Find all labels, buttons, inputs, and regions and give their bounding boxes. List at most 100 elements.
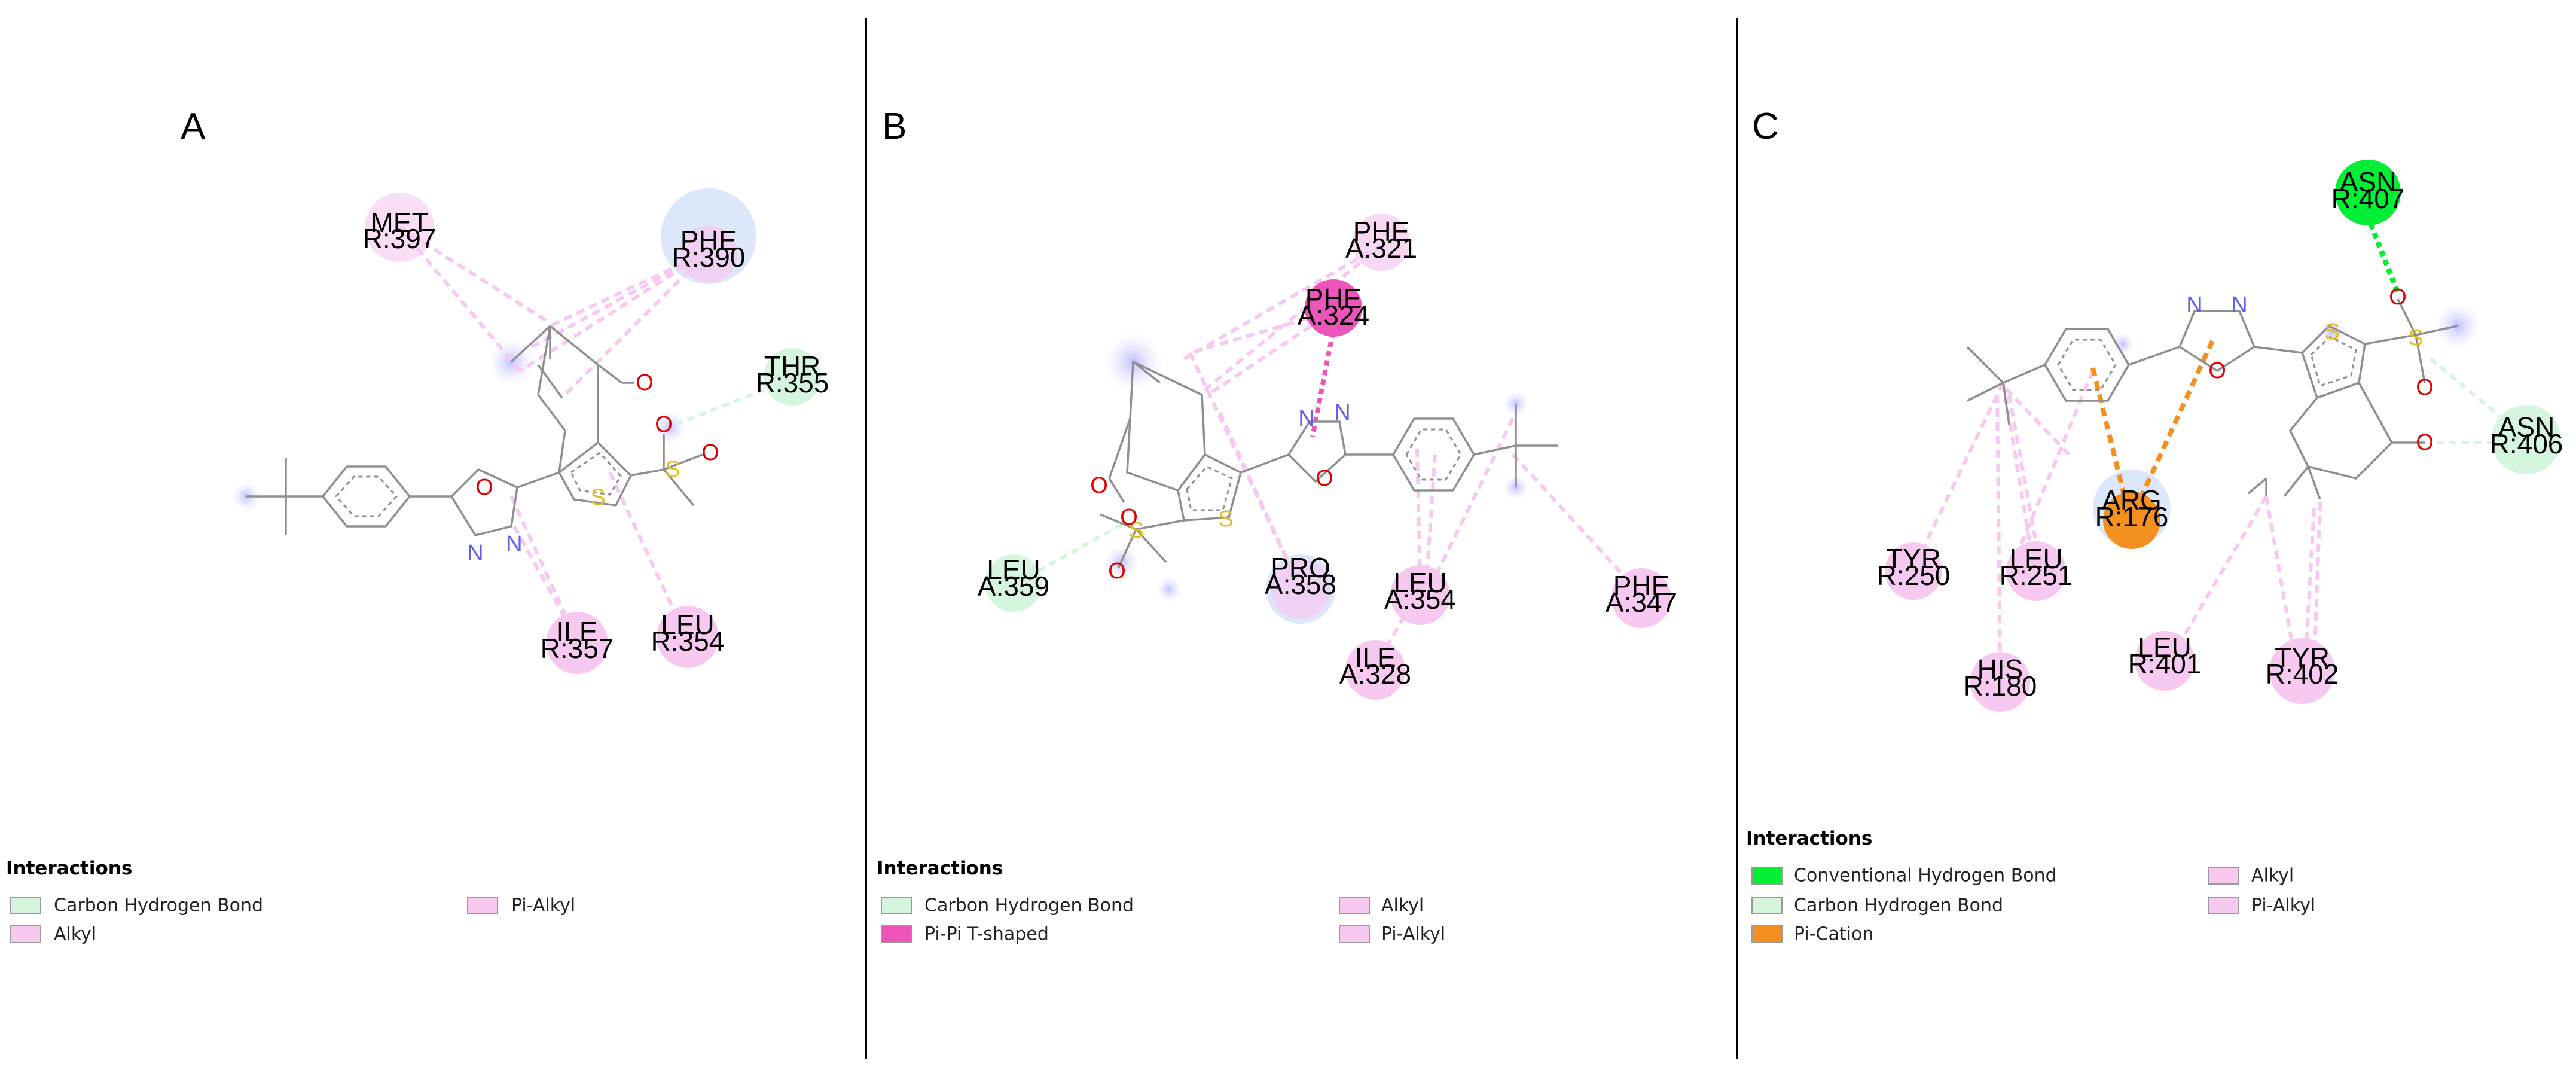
svg-text:R:407: R:407 (2331, 183, 2405, 214)
alkyl-interaction-line (608, 471, 686, 635)
alkyl-interaction-line (512, 525, 579, 641)
alkyl-interaction-line (1207, 309, 1335, 397)
residue-asn-407: ASN R:407 (2331, 160, 2405, 225)
svg-text:LEU: LEU (661, 609, 714, 640)
svg-text:A:347: A:347 (1606, 587, 1677, 618)
svg-text:PRO: PRO (1271, 552, 1330, 583)
svg-text:PHE: PHE (680, 225, 737, 256)
svg-text:THR: THR (764, 350, 821, 382)
carbon-h-bond-line (1015, 522, 1125, 585)
atom-o: O (475, 475, 493, 500)
pi-alkyl-interaction-line (531, 249, 710, 349)
svg-text:ASN: ASN (2498, 411, 2555, 443)
ligand-a (246, 325, 703, 537)
panel-b: B (877, 106, 1677, 945)
legend-title: Interactions (6, 858, 132, 879)
residue-ile-357: ILE R:357 (541, 612, 614, 674)
residue-thr-355: THR R:355 (756, 348, 829, 406)
svg-text:Pi-Alkyl: Pi-Alkyl (511, 895, 575, 916)
legend-item-pi-alkyl: Pi-Alkyl (467, 895, 575, 916)
legend-item-pi-pi-t-shaped: Pi-Pi T-shaped (881, 924, 1049, 945)
svg-text:R:406: R:406 (2490, 428, 2563, 459)
svg-text:PHE: PHE (1613, 570, 1670, 601)
svg-text:R:397: R:397 (363, 223, 437, 254)
atom-s: S (1128, 518, 1143, 543)
alkyl-interaction-line (2264, 496, 2298, 667)
legend-item-alkyl: Alkyl (10, 924, 96, 945)
svg-text:R:176: R:176 (2095, 501, 2169, 532)
atom-s: S (590, 485, 605, 510)
alkyl-interaction-line (1912, 382, 2005, 569)
panel-c-label: C (1752, 106, 1779, 147)
alkyl-interaction-line (1415, 448, 1422, 587)
svg-text:Pi-Cation: Pi-Cation (1794, 924, 1873, 945)
residue-tyr-402: TYR R:402 (2266, 638, 2339, 704)
svg-text:Conventional Hydrogen Bond: Conventional Hydrogen Bond (1794, 865, 2057, 886)
alkyl-interaction-line (2007, 394, 2041, 560)
svg-text:Alkyl: Alkyl (2251, 865, 2294, 886)
pi-alkyl-interaction-line (2013, 370, 2095, 560)
svg-text:Carbon Hydrogen Bond: Carbon Hydrogen Bond (54, 895, 263, 916)
legend-title: Interactions (877, 858, 1003, 879)
alkyl-interaction-line (1995, 394, 2002, 673)
panel-c: C (1746, 106, 2563, 945)
svg-text:Pi-Alkyl: Pi-Alkyl (2251, 895, 2315, 916)
svg-text:R:390: R:390 (672, 242, 746, 273)
residue-leu-251: LEU R:251 (2000, 541, 2073, 601)
pi-alkyl-interaction-line (560, 249, 710, 400)
residue-phe-321: PHE A:321 (1345, 214, 1417, 271)
atom-n: N (1334, 400, 1350, 425)
pi-alkyl-interaction-line (1511, 453, 1643, 597)
svg-text:Carbon Hydrogen Bond: Carbon Hydrogen Bond (924, 895, 1134, 916)
alkyl-interaction-line (2303, 508, 2316, 664)
svg-text:A:358: A:358 (1265, 569, 1336, 600)
svg-text:Alkyl: Alkyl (54, 924, 96, 945)
atom-s: S (2324, 319, 2339, 345)
svg-text:A:359: A:359 (978, 571, 1049, 602)
svg-text:ASN: ASN (2340, 166, 2397, 197)
legend-item-conventional-hydrogen-bond: Conventional Hydrogen Bond (1751, 865, 2057, 886)
atom-n: N (506, 532, 522, 557)
atom-o: O (2208, 358, 2226, 383)
svg-text:Carbon Hydrogen Bond: Carbon Hydrogen Bond (1794, 895, 2003, 916)
residue-phe-390: PHE R:390 (672, 225, 746, 283)
svg-text:ILE: ILE (556, 616, 597, 647)
residue-tyr-250: TYR R:250 (1877, 542, 1951, 600)
solvent-halo (653, 411, 686, 444)
legend-item-alkyl: Alkyl (2208, 865, 2294, 886)
atom-o: O (1090, 473, 1108, 498)
atom-s: S (1218, 507, 1233, 532)
legend-b: Interactions Carbon Hydrogen Bond Pi-Pi … (877, 858, 1445, 945)
alkyl-interaction-line (1189, 309, 1334, 355)
atom-o: O (2389, 285, 2407, 310)
svg-text:HIS: HIS (1977, 654, 2023, 685)
residue-asn-406: ASN R:406 (2490, 405, 2563, 474)
alkyl-interaction-line (2166, 495, 2268, 665)
svg-text:PHE: PHE (1353, 216, 1410, 247)
pi-cation-line (2090, 367, 2131, 515)
atom-o: O (1316, 466, 1333, 491)
conventional-h-bond-line (2368, 223, 2401, 294)
svg-text:A:328: A:328 (1339, 659, 1411, 690)
residue-arg-176: ARG R:176 (2095, 484, 2169, 549)
atom-n: N (467, 541, 483, 566)
legend-item-alkyl: Alkyl (1339, 895, 1424, 916)
svg-text:R:250: R:250 (1877, 560, 1951, 591)
legend-item-carbon-hydrogen-bond: Carbon Hydrogen Bond (10, 895, 263, 916)
atom-s: S (2408, 325, 2423, 350)
svg-text:TYR: TYR (2275, 642, 2330, 673)
alkyl-interaction-line (1427, 417, 1515, 590)
svg-text:ILE: ILE (1354, 642, 1396, 673)
svg-text:Pi-Pi T-shaped: Pi-Pi T-shaped (924, 924, 1049, 945)
legend-item-pi-cation: Pi-Cation (1751, 924, 1873, 945)
svg-text:R:401: R:401 (2128, 648, 2202, 679)
svg-text:ARG: ARG (2102, 484, 2162, 516)
alkyl-interaction-line (2004, 387, 2071, 456)
residue-phe-347: PHE A:347 (1606, 568, 1677, 628)
panel-a-label: A (181, 106, 206, 147)
svg-text:LEU: LEU (2138, 632, 2191, 663)
pi-alkyl-interaction-line (1198, 243, 1382, 397)
svg-text:R:251: R:251 (2000, 560, 2073, 591)
residue-ile-328: ILE A:328 (1339, 640, 1411, 700)
